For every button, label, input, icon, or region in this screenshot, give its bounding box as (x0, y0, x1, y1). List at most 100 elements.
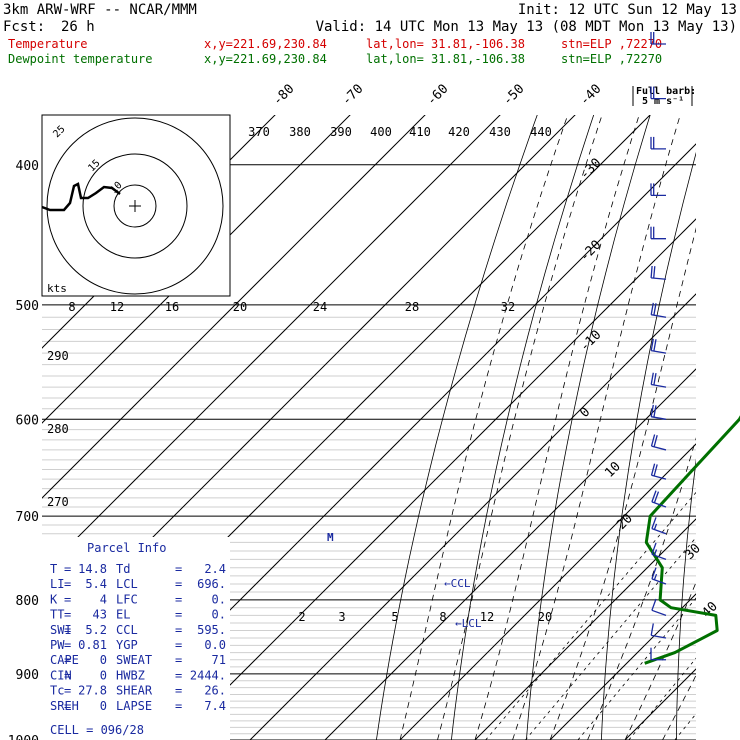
parcel-equals: = (64, 592, 71, 606)
mixing-ratio-line (674, 713, 696, 740)
parcel-equals: = (175, 668, 182, 682)
moist-adiabat-line (662, 674, 696, 740)
wind-barb-staff (651, 609, 667, 617)
parcel-equals: = (175, 608, 182, 622)
wind-barb-flag (650, 434, 656, 447)
parcel-equals: = (64, 608, 71, 622)
isotherm-line (249, 293, 696, 740)
isotherm-label: 0 (577, 405, 593, 421)
wind-barb-flag (650, 338, 654, 351)
wind-barb (650, 183, 667, 197)
parcel-info-panel: Parcel Info T = 14.8 Td = 2.4LI = 5.4 LCL = 696.K =… (42, 537, 230, 740)
mixing-ratio-label: 12 (110, 300, 124, 314)
parcel-equals: = (175, 577, 182, 591)
theta-e-label: 280 (47, 422, 69, 436)
wind-barb (650, 404, 667, 420)
wind-barb-flag (650, 372, 654, 385)
parcel-value: 2444. (190, 668, 226, 682)
pressure-label: 500 (16, 299, 39, 314)
wind-barb (650, 372, 667, 388)
parcel-equals: = (175, 638, 182, 652)
moist-adiabat-line (437, 115, 603, 740)
mixing-ratio-label: 8 (68, 300, 75, 314)
isotherm-label: -50 (500, 82, 527, 109)
parcel-equals: = (64, 668, 71, 682)
hodograph-ring-outer (46, 117, 224, 295)
isotherm-label: -30 (577, 156, 604, 183)
theta-label: 430 (489, 125, 511, 139)
wind-barb-flag (651, 598, 657, 611)
moist-adiabat-line (512, 115, 681, 740)
parcel-value: 0 (100, 668, 107, 682)
parcel-equals: = (175, 699, 182, 713)
wind-barb (650, 86, 667, 100)
wind-barb (650, 32, 667, 45)
theta-e-label: 290 (47, 349, 69, 363)
wind-barb (651, 517, 667, 535)
parcel-value: 43 (93, 608, 107, 622)
isotherm-label: 40 (699, 599, 721, 621)
parcel-value: 7.4 (204, 699, 226, 713)
isotherm-label: -10 (577, 328, 604, 355)
parcel-key: T (50, 562, 57, 576)
wind-barb (650, 463, 667, 480)
parcel-equals: = (64, 684, 71, 698)
hodograph-ring-middle (82, 153, 188, 259)
wind-barb-staff (651, 553, 667, 561)
parcel-info-background (42, 537, 230, 740)
fcst-value: 26 h (61, 19, 95, 35)
mixing-ratio-line (735, 419, 740, 740)
moist-adiabat-line (700, 0, 740, 740)
lower-mixing-ratio-label: 8 (439, 610, 446, 624)
moist-adiabat-line (624, 581, 696, 740)
mixing-ratio-line (485, 491, 696, 740)
pressure-label: 700 (16, 510, 39, 525)
wind-barb-staff (651, 277, 667, 280)
temperature-xy: x,y=221.69,230.84 (204, 37, 327, 51)
parcel-equals: = (64, 638, 71, 652)
dewpoint-legend: Dewpoint temperature (8, 52, 153, 66)
theta-label: 410 (409, 125, 431, 139)
hodograph-trace (41, 182, 121, 212)
wind-barb (650, 226, 667, 240)
wind-barb-flag (653, 339, 657, 352)
moist-adiabat-line (399, 115, 569, 740)
parcel-value: 14.8 (78, 562, 107, 576)
wind-barb (650, 338, 667, 354)
pressure-label: 600 (16, 413, 39, 428)
theta-label: 400 (370, 125, 392, 139)
isotherm-line (549, 593, 696, 740)
wind-barb-staff (651, 314, 667, 318)
parcel-value: 2.4 (204, 562, 226, 576)
lower-mixing-ratio-label: 5 (391, 610, 398, 624)
dry-adiabat-line (600, 151, 696, 740)
parcel-key: Tc (50, 684, 64, 698)
pressure-label: 400 (16, 159, 39, 174)
parcel-equals: = (64, 623, 71, 637)
parcel-value: 0.0 (204, 638, 226, 652)
wind-barb-staff (651, 578, 667, 585)
init-time: Init: 12 UTC Sun 12 May 13 (518, 2, 737, 18)
isotherm-line (624, 668, 696, 740)
wind-barb (650, 302, 667, 318)
mixing-ratio-label: 20 (233, 300, 247, 314)
parcel-value: 27.8 (78, 684, 107, 698)
parcel-key: Td (116, 562, 130, 576)
wind-barb-flag (650, 265, 653, 278)
dry-adiabat-line (525, 115, 651, 740)
parcel-equals: = (175, 562, 182, 576)
wind-barbs (650, 32, 667, 661)
parcel-key: LI (50, 577, 64, 591)
parcel-value: 595. (197, 623, 226, 637)
parcel-key: CCL (116, 623, 138, 637)
wind-barb-flag (653, 573, 658, 581)
parcel-value: 0. (212, 608, 226, 622)
isotherm-label: -80 (270, 82, 297, 109)
parcel-value: 26. (204, 684, 226, 698)
pressure-label: 1000 (8, 734, 39, 740)
parcel-value: 5.4 (85, 577, 107, 591)
wind-barb (650, 647, 667, 661)
isotherm-line (399, 443, 696, 740)
parcel-value: 5.2 (85, 623, 107, 637)
